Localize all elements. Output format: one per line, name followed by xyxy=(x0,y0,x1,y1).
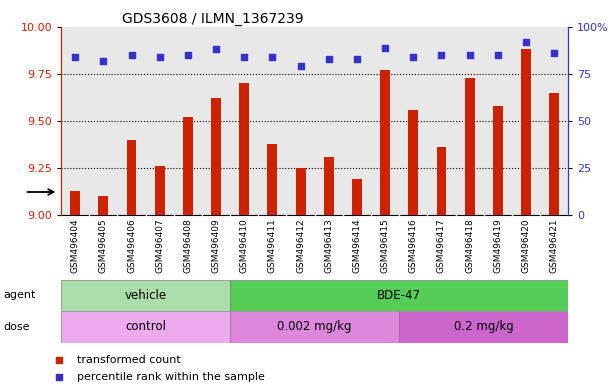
Text: GSM496409: GSM496409 xyxy=(211,218,221,273)
Point xyxy=(380,45,390,51)
Point xyxy=(521,39,531,45)
Text: dose: dose xyxy=(3,322,29,332)
Text: GSM496411: GSM496411 xyxy=(268,218,277,273)
Bar xyxy=(296,168,306,215)
Point xyxy=(324,56,334,62)
Bar xyxy=(61,311,230,343)
Point xyxy=(70,54,80,60)
Point xyxy=(268,54,277,60)
Bar xyxy=(230,280,568,311)
Bar xyxy=(98,196,108,215)
Text: GSM496408: GSM496408 xyxy=(183,218,192,273)
Text: transformed count: transformed count xyxy=(77,355,180,365)
Text: GSM496414: GSM496414 xyxy=(353,218,362,273)
Bar xyxy=(230,311,399,343)
Text: GSM496421: GSM496421 xyxy=(550,218,558,273)
Text: GSM496405: GSM496405 xyxy=(99,218,108,273)
Text: percentile rank within the sample: percentile rank within the sample xyxy=(77,372,265,382)
Point xyxy=(54,374,64,380)
Text: 0.002 mg/kg: 0.002 mg/kg xyxy=(277,320,352,333)
Text: agent: agent xyxy=(3,290,35,300)
Text: 0.2 mg/kg: 0.2 mg/kg xyxy=(454,320,514,333)
Text: GSM496420: GSM496420 xyxy=(521,218,530,273)
Bar xyxy=(549,93,559,215)
Text: GSM496416: GSM496416 xyxy=(409,218,418,273)
Text: vehicle: vehicle xyxy=(125,289,167,302)
Point xyxy=(98,58,108,64)
Text: GSM496413: GSM496413 xyxy=(324,218,333,273)
Bar xyxy=(380,70,390,215)
Bar xyxy=(268,144,277,215)
Text: GSM496417: GSM496417 xyxy=(437,218,446,273)
Bar xyxy=(211,98,221,215)
Point xyxy=(126,52,136,58)
Text: GSM496406: GSM496406 xyxy=(127,218,136,273)
Point xyxy=(240,54,249,60)
Point xyxy=(436,52,446,58)
Text: GSM496404: GSM496404 xyxy=(71,218,79,273)
Point xyxy=(549,50,559,56)
Bar xyxy=(493,106,503,215)
Point xyxy=(211,46,221,53)
Bar xyxy=(61,280,230,311)
Point xyxy=(54,357,64,363)
Text: GSM496418: GSM496418 xyxy=(465,218,474,273)
Text: GDS3608 / ILMN_1367239: GDS3608 / ILMN_1367239 xyxy=(122,12,304,25)
Text: GSM496419: GSM496419 xyxy=(493,218,502,273)
Text: GSM496410: GSM496410 xyxy=(240,218,249,273)
Text: BDE-47: BDE-47 xyxy=(377,289,421,302)
Point xyxy=(155,54,164,60)
Text: control: control xyxy=(125,320,166,333)
Bar xyxy=(240,83,249,215)
Text: GSM496412: GSM496412 xyxy=(296,218,305,273)
Point xyxy=(493,52,503,58)
Text: GSM496415: GSM496415 xyxy=(381,218,390,273)
Bar xyxy=(155,166,164,215)
Bar xyxy=(352,179,362,215)
Bar xyxy=(70,190,80,215)
Bar xyxy=(408,110,418,215)
Bar xyxy=(436,147,447,215)
Point xyxy=(296,63,306,70)
Bar xyxy=(183,117,193,215)
Bar xyxy=(521,50,531,215)
Bar xyxy=(465,78,475,215)
Bar xyxy=(324,157,334,215)
Point xyxy=(465,52,475,58)
Point xyxy=(352,56,362,62)
Text: GSM496407: GSM496407 xyxy=(155,218,164,273)
Point xyxy=(183,52,193,58)
Point xyxy=(408,54,418,60)
Bar xyxy=(399,311,568,343)
Bar xyxy=(126,140,136,215)
